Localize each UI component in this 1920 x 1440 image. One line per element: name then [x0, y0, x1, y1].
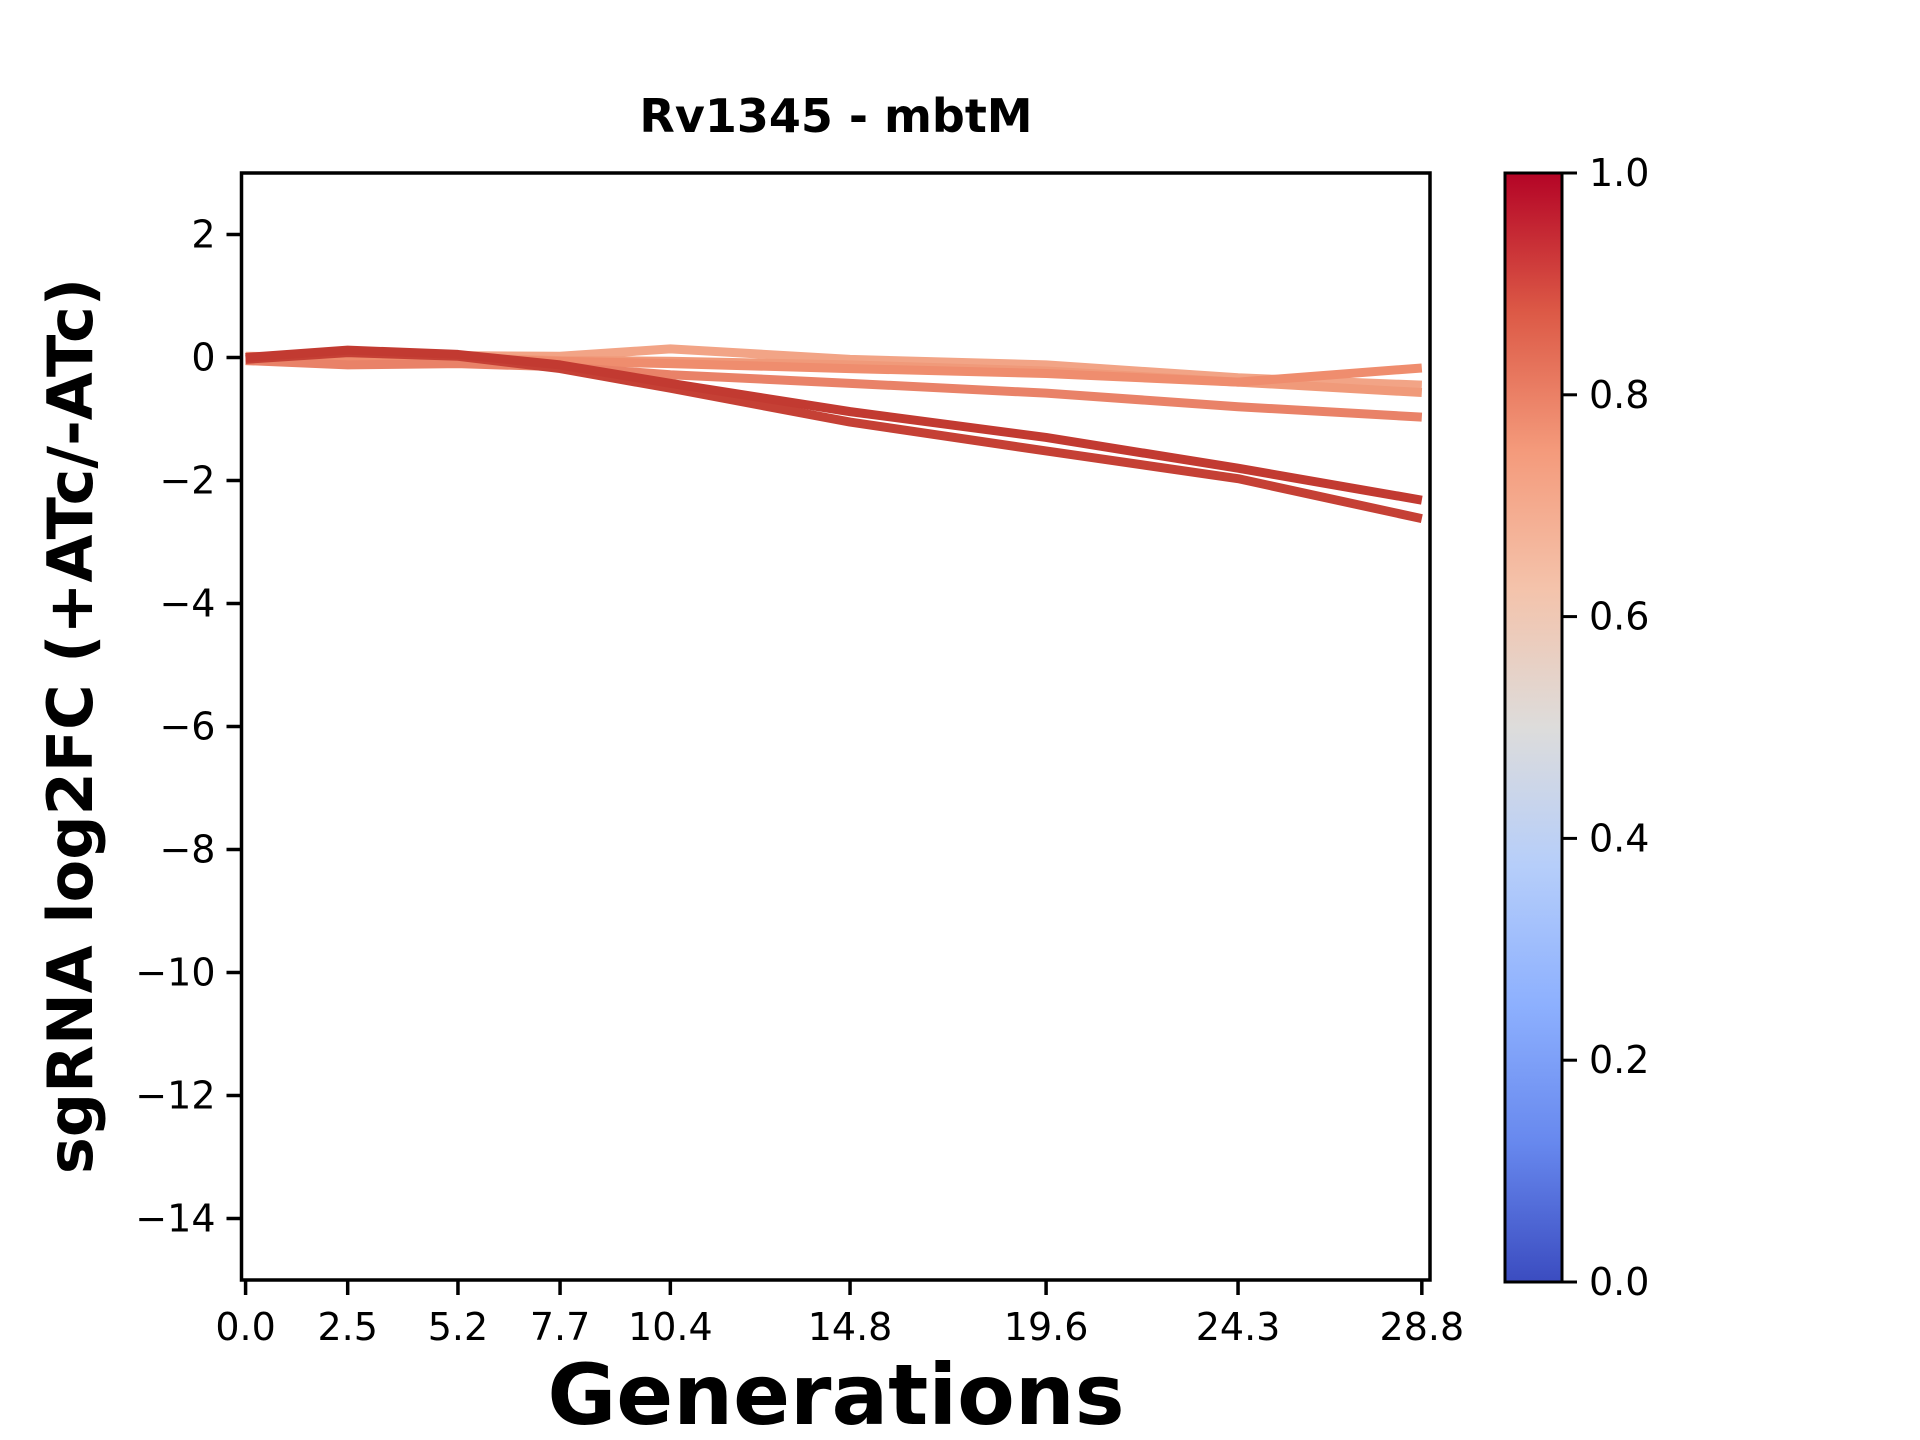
- colorbar: 0.0 0.2 0.4 0.6 0.8 1.0: [1503, 151, 1649, 1304]
- colorbar-tick-label: 0.6: [1589, 595, 1649, 639]
- colorbar-tick-label: 0.8: [1589, 373, 1649, 417]
- x-tick-label: 5.2: [428, 1305, 488, 1349]
- y-tick-label: −2: [159, 459, 215, 503]
- series-line: [245, 356, 1423, 422]
- colorbar-tick-label: 0.4: [1589, 816, 1649, 860]
- series-line: [245, 345, 1423, 505]
- x-tick-label: 0.0: [215, 1305, 275, 1349]
- y-tick-label: −8: [159, 828, 215, 872]
- y-tick-label: −12: [135, 1074, 215, 1118]
- x-tick-label: 28.8: [1380, 1305, 1465, 1349]
- x-tick-label: 2.5: [317, 1305, 377, 1349]
- colorbar-ticks: 0.0 0.2 0.4 0.6 0.8 1.0: [1562, 151, 1649, 1304]
- colorbar-tick-label: 1.0: [1589, 151, 1649, 195]
- y-tick-label: −14: [135, 1197, 215, 1241]
- x-axis-label: Generations: [547, 1346, 1124, 1440]
- x-tick-label: 14.8: [808, 1305, 893, 1349]
- x-tick-label: 24.3: [1196, 1305, 1281, 1349]
- y-tick-label: 2: [191, 213, 215, 257]
- x-axis-ticks: 0.0 2.5 5.2 7.7 10.4 14.8 19.6 24.3 28.8: [215, 1280, 1464, 1349]
- x-tick-label: 7.7: [530, 1305, 590, 1349]
- series-line: [245, 353, 1423, 387]
- y-axis-ticks: 2 0 −2 −4 −6 −8 −10 −12 −14: [135, 213, 242, 1241]
- y-tick-label: 0: [191, 336, 215, 380]
- y-tick-label: −4: [159, 582, 215, 626]
- colorbar-tick-label: 0.0: [1589, 1260, 1649, 1304]
- y-tick-label: −6: [159, 705, 215, 749]
- line-series-group: [245, 344, 1423, 524]
- x-tick-label: 10.4: [628, 1305, 713, 1349]
- chart-title: Rv1345 - mbtM: [639, 89, 1032, 143]
- y-axis-label: sgRNA log2FC (+ATc/-ATc): [34, 278, 107, 1174]
- colorbar-bar: [1505, 173, 1562, 1282]
- colorbar-tick-label: 0.2: [1589, 1038, 1649, 1082]
- y-tick-label: −10: [135, 951, 215, 995]
- x-tick-label: 19.6: [1004, 1305, 1089, 1349]
- plot-frame: [239, 171, 1432, 1282]
- colorbar-frame: [1503, 171, 1564, 1284]
